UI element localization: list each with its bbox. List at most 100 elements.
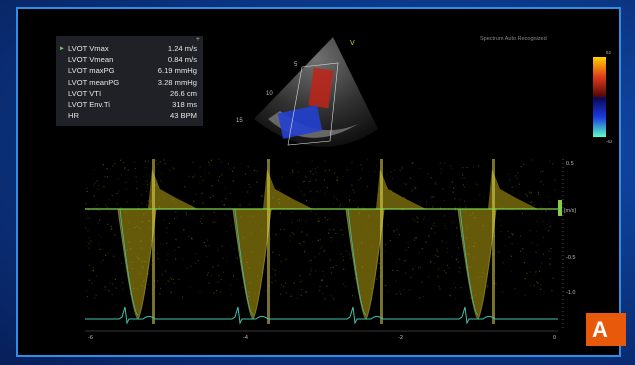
spectral-speckle [330,240,332,242]
spectral-speckle [423,216,425,218]
spectral-speckle [303,180,305,182]
spectral-speckle [328,218,330,220]
spectral-speckle [223,204,226,206]
spectral-speckle [455,287,457,289]
spectral-speckle [407,242,409,244]
spectral-speckle [102,164,104,166]
spectral-speckle [468,186,470,188]
spectral-speckle [143,175,145,177]
spectral-speckle [86,290,88,292]
spectral-speckle [221,245,223,247]
spectral-speckle [310,268,312,270]
spectral-speckle [145,190,147,192]
spectral-speckle [196,263,198,265]
spectral-speckle [430,227,432,229]
spectral-speckle [443,270,445,272]
spectral-speckle [333,298,335,301]
expand-icon[interactable]: + [195,36,200,43]
spectral-speckle [292,171,294,173]
spectral-speckle [462,184,464,186]
spectral-speckle [399,169,401,171]
spectral-speckle [215,290,217,292]
spectral-speckle [324,297,326,299]
spectral-speckle [167,280,169,282]
spectral-speckle [457,261,460,263]
spectral-speckle [301,289,303,291]
spectral-speckle [102,259,104,261]
spectral-speckle [445,242,447,244]
spectral-speckle [202,215,204,217]
spectral-speckle [427,173,429,175]
spectral-speckle [479,194,481,196]
spectral-speckle [436,248,438,250]
spectral-speckle [461,177,463,179]
spectral-speckle [281,176,283,178]
spectral-speckle [322,279,324,281]
spectral-speckle [330,236,332,239]
spectral-speckle [211,159,213,161]
spectral-speckle [310,259,312,261]
spectral-speckle [199,182,201,184]
spectral-speckle [155,159,157,161]
spectral-speckle [202,202,204,204]
spectral-speckle [392,269,394,271]
spectral-speckle [324,160,326,162]
spectral-speckle [97,222,99,224]
spectral-speckle [120,174,122,176]
spectral-speckle [330,272,333,274]
spectral-speckle [94,297,96,299]
spectral-speckle [401,167,403,169]
spectral-speckle [194,262,196,264]
spectral-speckle [389,239,392,242]
spectral-speckle [422,248,424,250]
spectral-speckle [305,176,307,178]
spectral-speckle [440,172,442,174]
reverse-flow-signal [376,169,426,209]
spectral-speckle [219,291,222,293]
spectral-speckle [477,165,480,167]
spectral-speckle [103,186,105,188]
spectral-speckle [459,206,461,208]
spectral-speckle [120,207,122,209]
spectral-speckle [405,249,407,251]
spectral-speckle [320,279,322,281]
spectral-speckle [456,258,458,260]
spectral-speckle [533,284,535,287]
color-scale-top: 62 [606,50,612,55]
spectral-speckle [484,163,486,165]
spectral-speckle [232,170,234,172]
spectral-speckle [531,242,533,244]
spectral-speckle [529,285,532,287]
spectral-speckle [464,200,466,202]
measurement-panel: + ► LVOT Vmax 1.24 m/s LVOT Vmean 0.84 m/s L… [56,36,203,126]
spectral-speckle [164,163,166,165]
spectral-speckle [455,209,457,211]
spectral-speckle [182,296,184,298]
spectral-speckle [404,272,407,274]
spectral-speckle [212,195,214,197]
spectral-speckle [312,173,314,175]
spectral-speckle [405,258,407,260]
spectral-speckle [247,191,249,193]
spectral-speckle [425,241,427,243]
spectral-speckle [138,204,140,207]
measurement-name: LVOT maxPG [68,66,115,76]
spectral-speckle [475,182,477,184]
spectral-speckle [361,168,363,170]
spectral-speckle [483,196,485,198]
spectral-speckle [297,171,300,173]
spectral-speckle [302,180,304,183]
spectral-speckle [416,221,419,223]
spectral-speckle [301,231,303,233]
spectral-speckle [463,177,465,179]
spectral-speckle [191,238,193,240]
spectral-speckle [446,252,448,254]
spectral-speckle [327,232,330,234]
spectral-speckle [92,269,94,271]
spectral-speckle [524,278,526,280]
spectral-speckle [163,159,165,161]
spectral-speckle [256,170,258,172]
spectral-speckle [217,249,219,251]
spectral-speckle [486,286,489,288]
measurement-value: 318 ms [172,100,197,109]
